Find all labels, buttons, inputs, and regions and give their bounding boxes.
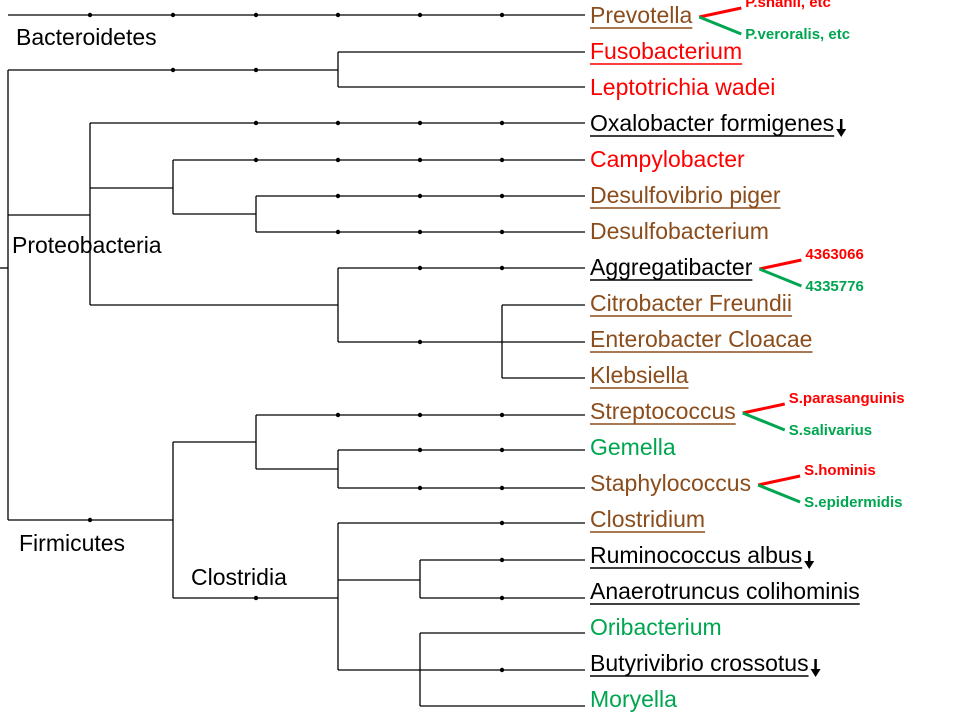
taxon-label: Campylobacter: [590, 146, 745, 172]
taxon-label: Gemella: [590, 434, 676, 460]
species-note-down: S.salivarius: [789, 422, 872, 439]
taxon-label: Desulfovibrio piger: [590, 182, 781, 208]
branch-node-6: [499, 12, 505, 18]
taxon-label: Anaerotruncus colihominis: [590, 578, 860, 604]
branch-node-12: [499, 120, 505, 126]
taxon-label: Citrobacter Freundii: [590, 290, 792, 316]
species-link-green: [757, 483, 801, 504]
taxon-label: Desulfobacterium: [590, 218, 769, 244]
branch-node-19: [499, 193, 505, 199]
group-label-firmicutes: Firmicutes: [19, 530, 125, 556]
down-arrow-icon: [810, 659, 821, 677]
branch-node-5: [417, 12, 423, 18]
down-arrow-head: [804, 561, 815, 569]
group-label-clostridia: Clostridia: [191, 564, 287, 590]
species-link-red: [698, 6, 742, 19]
branch-node-28: [499, 412, 505, 418]
branch-node-30: [499, 447, 505, 453]
branch-node-2: [170, 12, 176, 18]
species-note-down: 4335776: [805, 278, 863, 295]
taxon-label: Aggregatibacter: [590, 254, 753, 280]
branch-node-3: [253, 12, 259, 18]
branch-node-14: [335, 157, 341, 163]
taxon-label: Butyrivibrio crossotus: [590, 650, 809, 676]
branch-node-32: [499, 485, 505, 491]
taxon-label: Staphylococcus: [590, 470, 751, 496]
species-link-green: [698, 15, 742, 36]
branch-node-23: [417, 265, 423, 271]
branch-node-29: [417, 447, 423, 453]
branch-node-13: [253, 157, 259, 163]
species-link-red: [757, 474, 801, 487]
species-annotations: P.shahii, etc P.veroralis, etc 4363066 4335…: [698, 0, 905, 511]
branch-node-25: [417, 339, 423, 345]
species-note-up: P.shahii, etc: [745, 0, 831, 11]
taxon-label: Fusobacterium: [590, 38, 742, 64]
branch-node-26: [335, 412, 341, 418]
taxon-label: Clostridium: [590, 506, 705, 532]
species-link-green: [742, 411, 786, 432]
taxon-label: Prevotella: [590, 2, 692, 28]
branch-node-33: [499, 520, 505, 526]
branch-node-21: [417, 229, 423, 235]
branch-node-1: [87, 12, 93, 18]
down-arrow-icon: [804, 551, 815, 569]
branch-node-11: [417, 120, 423, 126]
branch-node-20: [335, 229, 341, 235]
down-arrow-head: [836, 129, 847, 137]
branch-node-10: [335, 120, 341, 126]
down-arrow-head: [810, 669, 821, 677]
taxon-label: Oribacterium: [590, 614, 722, 640]
species-note-up: 4363066: [805, 246, 863, 263]
branch-node-4: [335, 12, 341, 18]
taxon-label: Streptococcus: [590, 398, 736, 424]
branch-node-24: [499, 265, 505, 271]
branch-node-7: [170, 67, 176, 73]
tree-branches: [0, 14, 585, 707]
group-label-bacteroidetes: Bacteroidetes: [16, 24, 157, 50]
species-note-up: S.hominis: [804, 462, 876, 479]
branch-node-9: [253, 120, 259, 126]
branch-node-16: [499, 157, 505, 163]
taxon-label: Ruminococcus albus: [590, 542, 802, 568]
branch-node-38: [87, 517, 93, 523]
species-link-red: [742, 402, 786, 415]
branch-node-22: [499, 229, 505, 235]
species-note-down: S.epidermidis: [804, 494, 902, 511]
taxon-label: Enterobacter Cloacae: [590, 326, 812, 352]
species-link-green: [758, 267, 802, 288]
branch-node-27: [417, 412, 423, 418]
branch-node-8: [253, 67, 259, 73]
branch-node-37: [499, 667, 505, 673]
species-note-up: S.parasanguinis: [789, 390, 905, 407]
branch-node-18: [417, 193, 423, 199]
taxon-label: Oxalobacter formigenes: [590, 110, 834, 136]
taxon-label: Leptotrichia wadei: [590, 74, 775, 100]
branch-node-17: [335, 193, 341, 199]
species-note-down: P.veroralis, etc: [745, 26, 850, 43]
taxon-labels: Prevotella Fusobacterium Leptotrichia wade…: [590, 2, 860, 712]
branch-node-34: [499, 557, 505, 563]
species-link-red: [759, 258, 802, 271]
down-arrow-icon: [836, 119, 847, 137]
branch-nodes: [87, 12, 505, 673]
taxon-label: Klebsiella: [590, 362, 689, 388]
taxon-label: Moryella: [590, 686, 677, 712]
branch-node-35: [499, 595, 505, 601]
group-label-proteobacteria: Proteobacteria: [12, 232, 162, 258]
branch-node-31: [417, 485, 423, 491]
branch-node-36: [253, 595, 259, 601]
branch-node-15: [417, 157, 423, 163]
